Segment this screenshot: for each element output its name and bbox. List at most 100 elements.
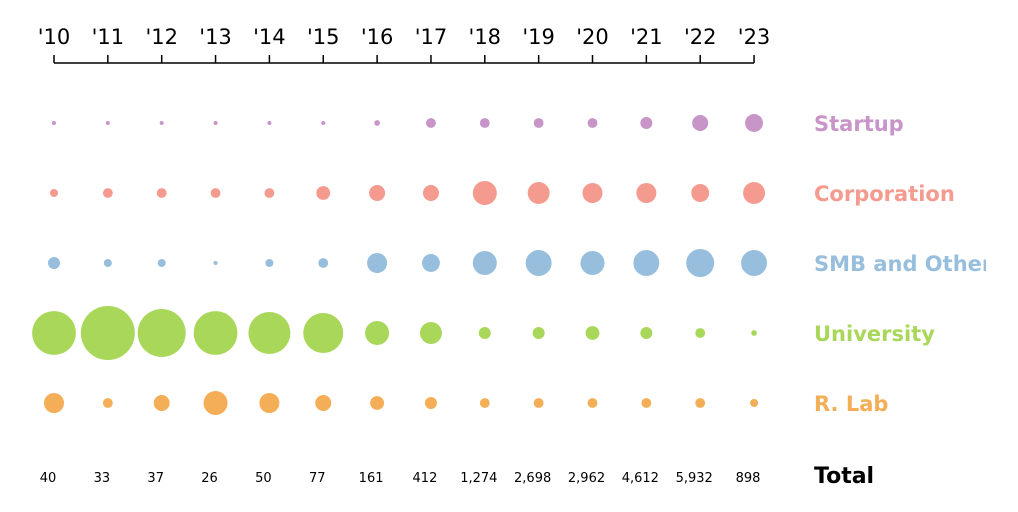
total-value: 1,274 xyxy=(460,471,497,486)
bubble-corporation xyxy=(210,188,221,198)
tick-label: '15 xyxy=(307,25,340,49)
bubble-smb-and-other xyxy=(580,250,605,276)
bubble-corporation xyxy=(156,188,167,198)
bubble-university xyxy=(478,326,491,340)
series-labels: Startup Corporation SMB and Other Universit… xyxy=(814,112,993,416)
bubble-startup xyxy=(692,114,709,132)
bubble-university xyxy=(695,328,706,338)
total-value: 77 xyxy=(309,471,326,486)
bubble-university xyxy=(248,312,291,354)
tick-label: '17 xyxy=(415,25,448,49)
series-label: SMB and Other xyxy=(814,252,993,276)
bubble-r-lab xyxy=(259,392,280,414)
bubble-university xyxy=(532,326,545,340)
bubble-corporation xyxy=(422,184,439,202)
bubble-university xyxy=(137,308,186,358)
bubble-smb-and-other xyxy=(265,258,274,268)
total-value: 2,962 xyxy=(568,471,605,486)
bubble-startup xyxy=(426,118,436,128)
bubble-smb-and-other xyxy=(741,250,768,276)
tick-label: '11 xyxy=(92,25,125,49)
bubble-startup xyxy=(321,120,326,126)
bubble-university xyxy=(640,326,653,340)
bubble-corporation xyxy=(49,188,59,198)
series-label: Startup xyxy=(814,112,904,136)
bubble-corporation xyxy=(369,184,386,202)
bubble-smb-and-other xyxy=(525,250,552,276)
tick-label: '23 xyxy=(738,25,771,49)
bubble-startup xyxy=(159,120,164,126)
tick-label: '12 xyxy=(145,25,178,49)
bubble-smb-and-other xyxy=(633,250,660,276)
bubble-university xyxy=(365,320,390,346)
bubble-corporation xyxy=(264,188,275,198)
total-value: 50 xyxy=(255,471,272,486)
totals-row: 40 33 37 26 50 77 161 412 1,274 2,698 2,962 4,612 5,… xyxy=(40,464,874,489)
bubble-startup xyxy=(213,120,218,126)
bubbles xyxy=(32,114,768,416)
bubble-startup xyxy=(374,120,380,126)
total-value: 412 xyxy=(413,471,438,486)
bubble-university xyxy=(32,311,76,355)
bubble-r-lab xyxy=(695,398,706,408)
bubble-smb-and-other xyxy=(472,250,497,276)
tick-label: '13 xyxy=(199,25,232,49)
series-label: R. Lab xyxy=(814,392,888,416)
total-value: 161 xyxy=(359,471,384,486)
bubble-r-lab xyxy=(153,394,170,412)
tick-label: '14 xyxy=(253,25,286,49)
bubble-corporation xyxy=(102,188,113,198)
tick-label: '19 xyxy=(522,25,555,49)
tick-label: '20 xyxy=(576,25,609,49)
bubble-r-lab xyxy=(479,398,490,408)
total-value: 37 xyxy=(147,471,164,486)
tick-label: '22 xyxy=(684,25,717,49)
bubble-corporation xyxy=(316,186,331,200)
bubble-smb-and-other xyxy=(318,258,329,268)
bubble-r-lab xyxy=(43,392,65,414)
tick-label: '21 xyxy=(630,25,663,49)
bubble-r-lab xyxy=(102,398,113,408)
bubble-r-lab xyxy=(424,396,437,410)
bubble-university xyxy=(303,312,344,354)
bubble-startup xyxy=(745,114,763,132)
total-value: 2,698 xyxy=(514,471,551,486)
bubble-r-lab xyxy=(203,390,228,416)
bubble-university xyxy=(419,322,442,344)
total-value: 40 xyxy=(40,471,57,486)
total-value: 26 xyxy=(201,471,218,486)
bubble-startup xyxy=(587,118,598,128)
totals-label: Total xyxy=(814,464,874,489)
bubble-university xyxy=(585,326,600,340)
tick-label: '10 xyxy=(38,25,71,49)
tick-label: '18 xyxy=(469,25,502,49)
bubble-university xyxy=(751,330,757,336)
bubble-r-lab xyxy=(315,394,332,412)
bubble-startup xyxy=(640,116,653,130)
bubble-r-lab xyxy=(533,398,544,408)
bubble-startup xyxy=(105,120,110,126)
bubble-r-lab xyxy=(750,398,759,408)
bubble-corporation xyxy=(582,182,603,204)
total-value: 4,612 xyxy=(622,471,659,486)
bubble-university xyxy=(80,306,135,360)
x-axis: '10 '11 '12 '13 '14 '15 '16 '17 '18 '19 '20 '21 '22 '… xyxy=(38,25,771,64)
bubble-university xyxy=(193,311,238,355)
series-label: Corporation xyxy=(814,182,955,206)
bubble-corporation xyxy=(691,184,710,202)
bubble-smb-and-other xyxy=(367,252,388,274)
bubble-smb-and-other xyxy=(157,258,166,268)
bubble-startup xyxy=(479,118,490,128)
total-value: 5,932 xyxy=(676,471,713,486)
bubble-smb-and-other xyxy=(103,258,112,268)
tick-label: '16 xyxy=(361,25,394,49)
bubble-r-lab xyxy=(641,398,652,408)
bubble-corporation xyxy=(636,182,657,204)
bubble-smb-and-other xyxy=(47,256,61,270)
total-value: 898 xyxy=(736,471,761,486)
total-value: 33 xyxy=(94,471,111,486)
bubble-r-lab xyxy=(370,396,385,410)
bubble-smb-and-other xyxy=(213,260,218,266)
bubble-corporation xyxy=(743,182,766,204)
